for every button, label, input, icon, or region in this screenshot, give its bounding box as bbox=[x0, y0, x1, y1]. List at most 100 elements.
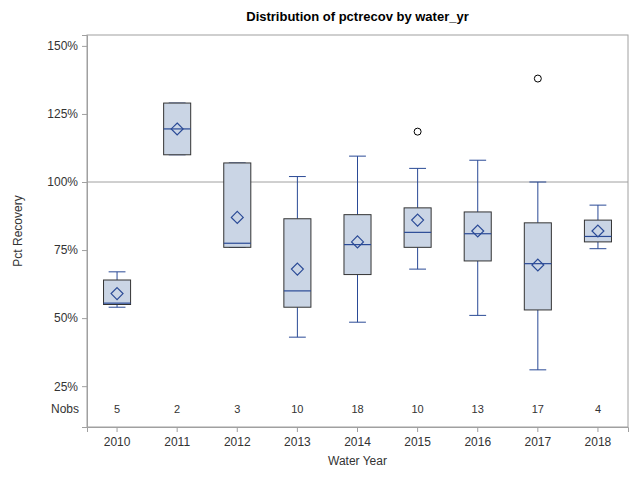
cap-min bbox=[409, 269, 426, 270]
cap-max bbox=[469, 160, 486, 161]
x-tick-label: 2017 bbox=[524, 435, 551, 449]
x-tick-label: 2015 bbox=[404, 435, 431, 449]
plot-frame bbox=[87, 35, 628, 427]
mean bbox=[231, 211, 243, 223]
box-group bbox=[104, 272, 131, 307]
cap-max bbox=[409, 168, 426, 169]
whisker-upper bbox=[597, 205, 598, 220]
box bbox=[464, 212, 491, 261]
whisker-lower bbox=[597, 242, 598, 249]
x-tick-mark bbox=[597, 427, 598, 432]
x-tick-label: 2016 bbox=[464, 435, 491, 449]
box-group bbox=[404, 128, 431, 269]
y-tick: 25% bbox=[54, 380, 87, 394]
cap-max bbox=[109, 271, 126, 272]
y-tick-label: 50% bbox=[54, 311, 78, 325]
nobs-value: 10 bbox=[291, 403, 303, 415]
x-tick: 2011 bbox=[164, 427, 190, 449]
nobs-value: 18 bbox=[351, 403, 363, 415]
y-axis: 25% 50% 75% 100% 125% 150% bbox=[47, 36, 87, 428]
cap-min bbox=[469, 315, 486, 316]
cap-max bbox=[349, 156, 366, 157]
outlier bbox=[414, 128, 421, 135]
y-tick-label: 100% bbox=[47, 175, 78, 189]
median bbox=[524, 263, 551, 264]
y-axis-line bbox=[82, 36, 88, 428]
x-tick-label: 2010 bbox=[104, 435, 131, 449]
box-group bbox=[464, 160, 491, 315]
cap-min bbox=[109, 307, 126, 308]
title: Distribution of pctrecov by water_yr bbox=[246, 9, 469, 24]
whisker-lower bbox=[297, 307, 298, 337]
whisker-lower bbox=[537, 310, 538, 370]
x-tick: 2014 bbox=[344, 427, 371, 449]
box-group bbox=[584, 205, 611, 249]
nobs-value: 13 bbox=[472, 403, 484, 415]
whisker-lower bbox=[357, 275, 358, 323]
nobs-value: 10 bbox=[411, 403, 423, 415]
x-axis: 201020112012201320142015201620172018 bbox=[88, 427, 629, 449]
x-tick-mark bbox=[117, 427, 118, 432]
box-group bbox=[164, 103, 191, 155]
whisker-upper bbox=[477, 160, 478, 212]
y-tick: 50% bbox=[54, 311, 87, 325]
y-tick-mark bbox=[82, 386, 87, 387]
x-tick: 2012 bbox=[224, 427, 251, 449]
x-tick: 2015 bbox=[404, 427, 431, 449]
x-tick: 2017 bbox=[524, 427, 551, 449]
mean bbox=[352, 236, 364, 248]
x-tick-label: 2014 bbox=[344, 435, 371, 449]
box-group bbox=[224, 163, 251, 247]
cap-min bbox=[349, 322, 366, 323]
mean bbox=[472, 225, 484, 237]
nobs-value: 17 bbox=[532, 403, 544, 415]
box bbox=[284, 219, 311, 307]
box bbox=[584, 220, 611, 242]
x-tick-mark bbox=[537, 427, 538, 432]
y-tick: 75% bbox=[54, 243, 87, 257]
nobs-value: 5 bbox=[114, 403, 120, 415]
x-axis-line bbox=[88, 428, 629, 433]
cap-min bbox=[289, 337, 306, 338]
y-tick: 125% bbox=[47, 107, 87, 121]
whisker-lower bbox=[417, 247, 418, 269]
mean bbox=[171, 123, 183, 135]
x-tick-mark bbox=[177, 427, 178, 432]
cap-max bbox=[289, 176, 306, 177]
y-tick: 100% bbox=[47, 175, 87, 189]
y-tick-mark bbox=[82, 114, 87, 115]
x-tick-label: 2012 bbox=[224, 435, 251, 449]
whisker-upper bbox=[537, 182, 538, 223]
x-axis-title: Water Year bbox=[328, 454, 387, 468]
plot-marks bbox=[87, 75, 628, 370]
x-tick-mark bbox=[417, 427, 418, 432]
mean bbox=[412, 214, 424, 226]
x-tick-mark bbox=[297, 427, 298, 432]
median bbox=[104, 303, 131, 304]
y-tick-label: 75% bbox=[54, 243, 78, 257]
chart: Distribution of pctrecov by water_yr 25% 5… bbox=[0, 0, 640, 480]
mean bbox=[532, 259, 544, 271]
box-group bbox=[344, 156, 371, 322]
outlier bbox=[534, 75, 541, 82]
y-tick-mark bbox=[82, 46, 87, 47]
whisker-upper bbox=[117, 272, 118, 280]
cap-max bbox=[529, 182, 546, 183]
median bbox=[164, 128, 191, 129]
median bbox=[464, 233, 491, 234]
nobs-label: Nobs bbox=[51, 402, 79, 416]
y-tick: 150% bbox=[47, 39, 87, 53]
median bbox=[224, 243, 251, 244]
box bbox=[344, 215, 371, 275]
y-tick-mark bbox=[82, 182, 87, 183]
box-group bbox=[524, 75, 551, 370]
cap-min bbox=[529, 369, 546, 370]
median bbox=[284, 290, 311, 291]
x-tick-mark bbox=[357, 427, 358, 432]
nobs-value: 2 bbox=[174, 403, 180, 415]
x-tick-label: 2011 bbox=[164, 435, 190, 449]
x-tick-label: 2013 bbox=[284, 435, 311, 449]
box bbox=[404, 208, 431, 247]
box bbox=[224, 163, 251, 247]
y-tick-mark bbox=[82, 318, 87, 319]
